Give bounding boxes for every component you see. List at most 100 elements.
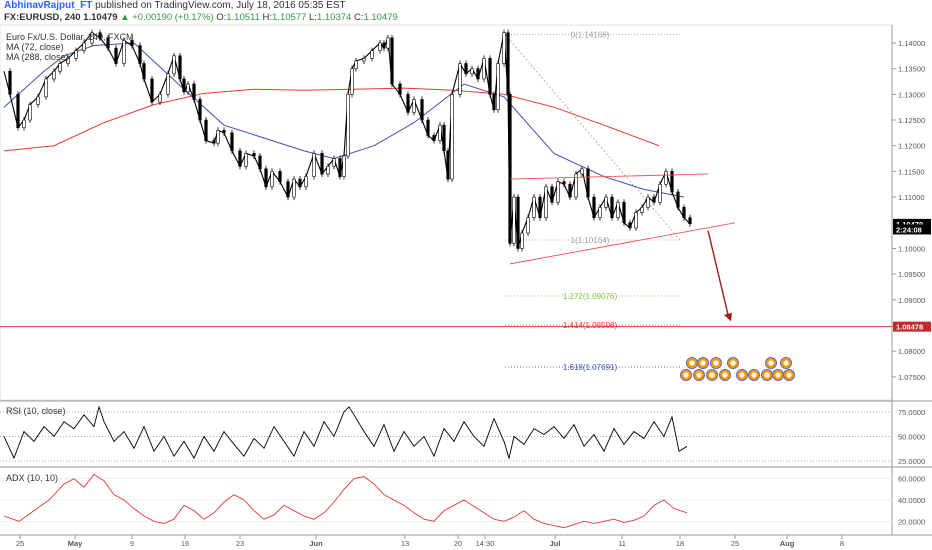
price-tag [893,224,931,235]
candle-body [586,168,590,198]
candle-body [106,37,110,49]
candle-body [130,40,134,46]
candle-body [520,232,524,249]
candle-body [16,94,20,129]
candle-body [28,104,32,121]
event-flag-icon [700,360,706,366]
candle-body [142,63,146,80]
candle-body [350,68,354,95]
event-flag-icon [722,372,728,378]
candle-body [568,183,572,198]
candle-body [538,196,542,218]
candle-body [36,96,40,105]
time-tick-label: 9 [130,539,134,548]
candle-body [114,47,118,64]
candle-body [544,186,548,218]
low-value: 1.10374 [316,12,352,23]
rsi-legend: RSI (10, close) [6,406,66,416]
price-tag-label: 1.08478 [896,323,923,332]
candle-body [488,58,492,95]
price-tag [893,321,931,332]
candle-body [580,168,584,175]
candle-body [426,119,430,136]
candle-body [182,78,186,93]
candle-body [634,212,638,229]
candle-body [244,153,248,167]
candle-body [158,94,162,103]
candle-body [338,158,342,177]
chart-title: Euro Fx/U.S. Dollar, 240, FXCM [6,32,134,42]
event-flag-icon [751,372,757,378]
economic-event-icons [680,357,795,381]
candle-body [312,153,316,177]
ma72-legend: MA (72, close) [6,42,64,52]
upper-triangle-line [509,173,709,180]
candle-body [178,55,182,80]
candle-body [446,150,450,180]
adx-tick-label: 60.0000 [898,475,925,484]
candle-body [652,196,656,203]
candle-body [492,94,496,111]
time-tick-label: 11 [618,539,626,548]
adx-tick-label: 40.0000 [898,496,925,505]
candle-body [664,171,668,185]
event-flag-icon [683,372,689,378]
candle-body [204,119,208,141]
candle-body [464,63,468,75]
candle-body [592,196,596,218]
candle-body [432,135,436,141]
candle-body [470,68,474,75]
candle-body [628,222,632,229]
candle-body [332,158,336,167]
price-tick-label: 1.12500 [898,116,925,125]
candle-body [378,42,382,51]
candle-body [8,70,12,95]
candle-body [362,58,366,62]
candle-body [598,207,602,218]
candle-body [658,183,662,203]
candle-body [382,42,386,49]
time-tick-label: 20 [454,539,462,548]
price-change: ▲ +0.00190 (+0.17%) [120,12,214,23]
candle-body [346,94,350,157]
price-tick-label: 1.10000 [898,244,925,253]
candle-body [238,150,242,167]
ma288-line [3,87,660,152]
price-tick-label: 1.11500 [898,167,925,176]
candle-body [342,155,346,177]
candle-body [212,140,216,144]
candle-body [610,196,614,218]
rsi-tick-label: 25.0000 [898,457,925,466]
candle-body [670,171,674,193]
time-tick-label: 25 [731,539,739,548]
time-tick-label: 25 [16,539,24,548]
candle-body [58,63,62,72]
candle-body [420,99,424,121]
candle-body [172,55,176,75]
open-value: 1.10511 [226,12,260,23]
fib-level-label: 1(1.10164) [571,236,610,245]
forecast-arrow [707,230,730,319]
candle-body [138,45,142,64]
high-label: H: [262,12,273,23]
event-flag-icon [713,360,719,366]
candle-body [150,78,154,103]
price-tick-label: 1.07500 [898,373,925,382]
candle-body [622,201,626,224]
candle-body [526,217,530,234]
candle-body [556,181,560,203]
time-tick-label: Jun [309,539,323,548]
candle-body [508,94,512,244]
candle-body [550,186,554,203]
fib-trend-line [504,34,681,241]
candle-body [370,50,374,59]
event-flag-icon [739,372,745,378]
event-flag-icon [709,372,715,378]
fib-level-label: 1.414(1.08508) [563,321,618,330]
candle-body [192,83,196,100]
open-label: O: [216,12,227,23]
adx-legend: ADX (10, 10) [6,473,59,483]
author-link[interactable]: AbhinavRajput_FT [4,0,93,11]
price-tick-label: 1.09000 [898,296,925,305]
